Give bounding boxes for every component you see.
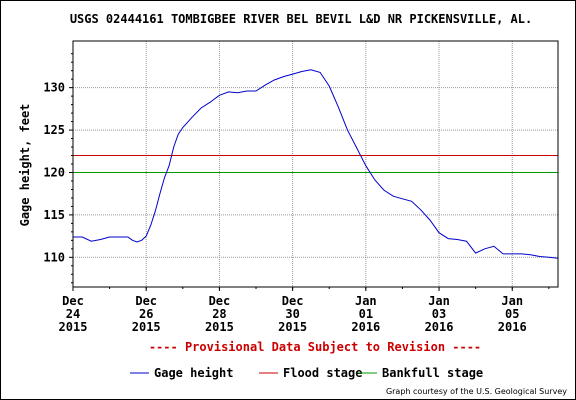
- y-tick-label: 120: [43, 165, 65, 179]
- x-tick-label: Dec 24 2015: [59, 294, 88, 334]
- legend: Gage height Flood stage Bankfull stage: [130, 366, 483, 380]
- x-tick-label: Dec 26 2015: [132, 294, 161, 334]
- chart-title: USGS 02444161 TOMBIGBEE RIVER BEL BEVIL …: [70, 12, 532, 26]
- x-tick-label: Jan 05 2016: [498, 294, 527, 334]
- x-tick-label: Jan 01 2016: [351, 294, 380, 334]
- legend-label: Gage height: [154, 366, 233, 380]
- series-layer: [73, 69, 559, 259]
- legend-label: Bankfull stage: [382, 366, 483, 380]
- y-tick-labels: 110 115 120 125 130: [43, 81, 65, 265]
- y-tick-label: 110: [43, 250, 65, 264]
- y-tick-label: 130: [43, 81, 65, 95]
- x-tick-label: Dec 30 2015: [278, 294, 307, 334]
- y-axis-label: Gage height, feet: [18, 104, 32, 227]
- gage-height-line: [73, 69, 559, 259]
- grid-lines: [69, 41, 558, 291]
- reference-lines: [73, 155, 558, 173]
- provisional-data-note: ---- Provisional Data Subject to Revisio…: [149, 340, 481, 354]
- x-tick-label: Jan 03 2016: [425, 294, 454, 334]
- plot-area-border: [72, 40, 559, 288]
- y-tick-label: 115: [43, 208, 65, 222]
- credit-text: Graph courtesy of the U.S. Geological Su…: [386, 387, 567, 396]
- x-tick-label: Dec 28 2015: [205, 294, 234, 334]
- legend-label: Flood stage: [283, 366, 362, 380]
- y-tick-label: 125: [43, 123, 65, 137]
- x-tick-labels: Dec 24 2015 Dec 26 2015 Dec 28 2015 Dec 30 2015 Jan 0…: [59, 294, 527, 334]
